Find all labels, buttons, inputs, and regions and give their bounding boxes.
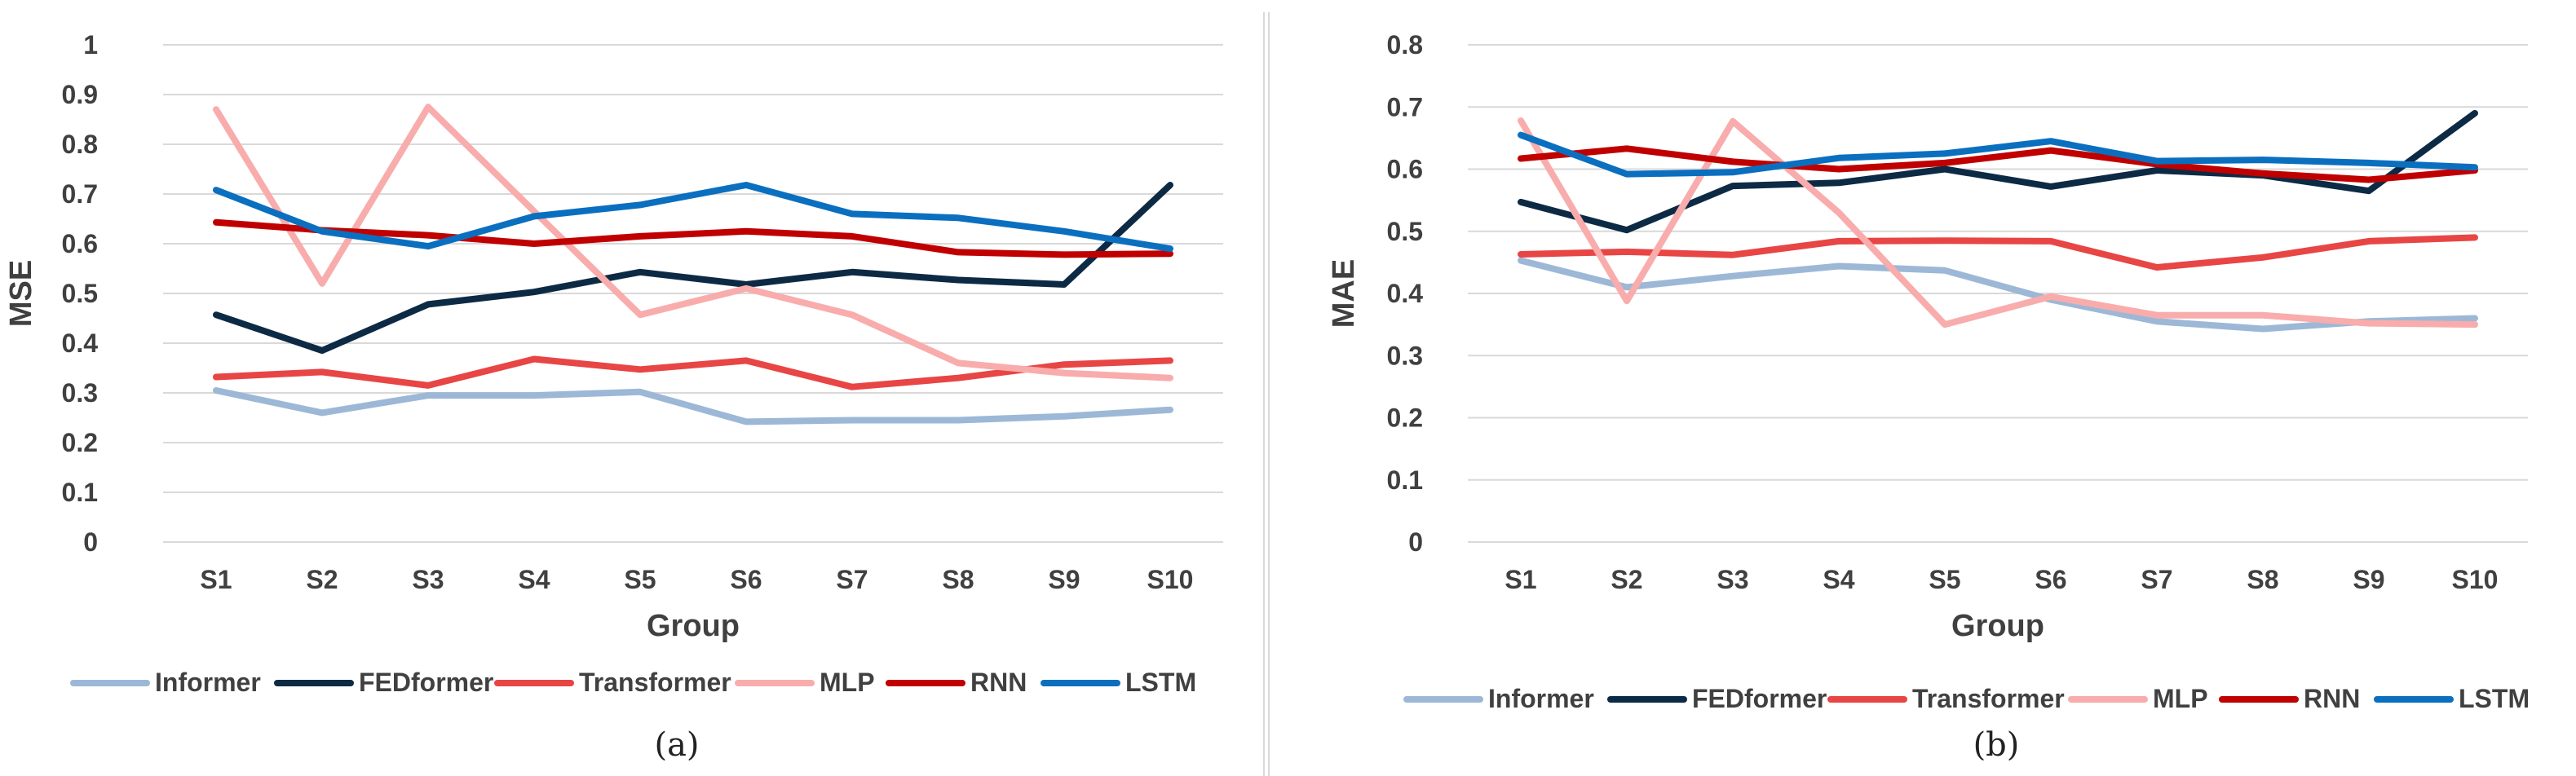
y-axis-title: MAE <box>1327 259 1361 328</box>
series-line-rnn <box>213 218 1173 258</box>
legend: Informer FEDformer Transformer MLP RNN LSTM <box>1403 684 2530 713</box>
y-tick-label: 0.4 <box>62 328 99 358</box>
x-tick-label: S9 <box>2353 565 2384 594</box>
legend: Informer FEDformer Transformer MLP RNN LSTM <box>70 668 1196 697</box>
x-tick-label: S3 <box>412 565 444 594</box>
x-tick-label: S8 <box>942 565 974 594</box>
chart-a: 0 0.1 0.2 0.3 0.4 0.5 0.6 0.7 0.8 0.9 1 S1 S2 S3 S4 S5 S… <box>4 30 1223 764</box>
y-tick-label: 0 <box>83 527 98 557</box>
x-axis-title: Group <box>1951 609 2044 643</box>
x-tick-label: S10 <box>1147 565 1194 594</box>
series-line-lstm <box>213 182 1173 253</box>
series-line-rnn <box>1518 145 2478 183</box>
y-axis-title: MSE <box>4 260 38 327</box>
y-tick-label: 0.6 <box>1387 155 1423 184</box>
x-tick-label: S5 <box>1929 565 1960 594</box>
x-tick-label: S6 <box>2035 565 2066 594</box>
x-tick-label: S7 <box>836 565 868 594</box>
legend-label-mlp: MLP <box>2153 684 2208 713</box>
subfigure-caption: (b) <box>1973 726 2020 764</box>
legend-label-mlp: MLP <box>820 668 875 697</box>
y-tick-label: 0 <box>1408 527 1423 557</box>
legend-label-rnn: RNN <box>970 668 1027 697</box>
x-axis-title: Group <box>647 609 740 643</box>
legend-label-lstm: LSTM <box>2459 684 2530 713</box>
legend-label-lstm: LSTM <box>1125 668 1196 697</box>
y-tick-label: 0.4 <box>1387 279 1424 308</box>
series-line-fedformer <box>213 182 1173 355</box>
y-tick-label: 0.1 <box>62 478 98 507</box>
y-tick-label: 0.6 <box>62 229 98 258</box>
legend-label-transformer: Transformer <box>579 668 731 697</box>
series-line-mlp <box>1518 117 2478 328</box>
legend-label-fedformer: FEDformer <box>359 668 493 697</box>
legend-label-informer: Informer <box>155 668 261 697</box>
y-tick-label: 0.8 <box>1387 30 1423 60</box>
y-tick-label: 0.1 <box>1387 465 1423 495</box>
x-tick-label: S4 <box>1823 565 1854 594</box>
legend-label-fedformer: FEDformer <box>1692 684 1827 713</box>
x-tick-label: S10 <box>2452 565 2499 594</box>
y-tick-label: 0.5 <box>1387 217 1423 246</box>
x-tick-label: S2 <box>306 565 338 594</box>
series-line-lstm <box>1518 131 2478 178</box>
series-line-informer <box>213 387 1173 425</box>
chart-b: 0 0.1 0.2 0.3 0.4 0.5 0.6 0.7 0.8 S1 S2 S3 S4 S5 S6 S7 S… <box>1327 30 2530 764</box>
y-tick-label: 0.5 <box>62 279 98 308</box>
x-tick-label: S2 <box>1611 565 1642 594</box>
x-tick-label: S7 <box>2141 565 2172 594</box>
series-line-mlp <box>213 104 1173 381</box>
x-tick-label: S1 <box>200 565 232 594</box>
legend-label-rnn: RNN <box>2304 684 2360 713</box>
series-line-transformer <box>1518 234 2478 271</box>
series-line-transformer <box>213 355 1173 390</box>
x-tick-label: S5 <box>624 565 656 594</box>
y-tick-label: 0.9 <box>62 80 98 109</box>
x-tick-label: S9 <box>1048 565 1080 594</box>
x-tick-label: S8 <box>2247 565 2278 594</box>
series-line-informer <box>1518 257 2478 333</box>
x-tick-label: S3 <box>1717 565 1748 594</box>
y-tick-label: 0.3 <box>62 378 98 408</box>
x-tick-label: S1 <box>1505 565 1536 594</box>
y-tick-label: 0.7 <box>62 179 98 209</box>
x-tick-label: S6 <box>730 565 762 594</box>
x-tick-label: S4 <box>518 565 550 594</box>
y-tick-label: 1 <box>83 30 98 60</box>
y-tick-label: 0.2 <box>1387 403 1423 433</box>
legend-label-informer: Informer <box>1488 684 1594 713</box>
y-tick-label: 0.2 <box>62 428 98 457</box>
y-tick-label: 0.8 <box>62 130 98 159</box>
legend-label-transformer: Transformer <box>1912 684 2065 713</box>
y-tick-label: 0.3 <box>1387 341 1423 370</box>
subfigure-caption: (a) <box>654 726 699 764</box>
y-tick-label: 0.7 <box>1387 92 1423 121</box>
